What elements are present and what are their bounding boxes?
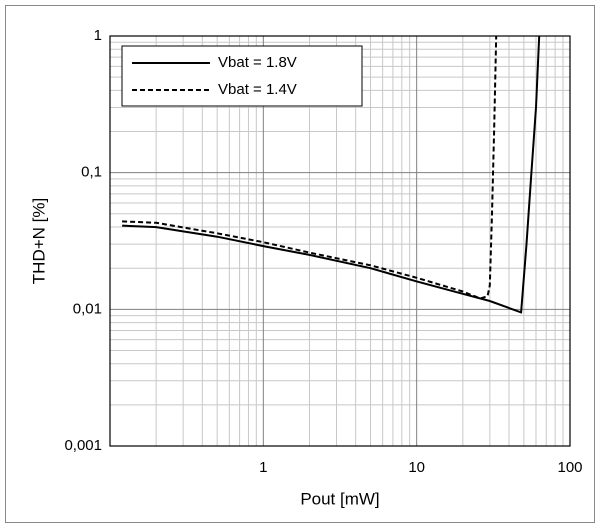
- legend-label: Vbat = 1.8V: [218, 54, 297, 71]
- x-tick-label: 1: [259, 459, 267, 476]
- x-tick-label: 10: [408, 459, 425, 476]
- y-axis-label: THD+N [%]: [29, 198, 48, 284]
- legend-label: Vbat = 1.4V: [218, 81, 297, 98]
- x-axis-label: Pout [mW]: [300, 489, 379, 508]
- y-tick-label: 1: [94, 27, 102, 44]
- y-tick-label: 0,001: [64, 437, 102, 454]
- plot-frame: [109, 35, 571, 447]
- y-tick-label: 0,01: [73, 300, 102, 317]
- legend-box: [121, 45, 363, 107]
- y-tick-label: 0,1: [81, 164, 102, 181]
- series-line: [122, 35, 541, 314]
- series-line: [122, 35, 498, 300]
- x-tick-label: 100: [557, 459, 582, 476]
